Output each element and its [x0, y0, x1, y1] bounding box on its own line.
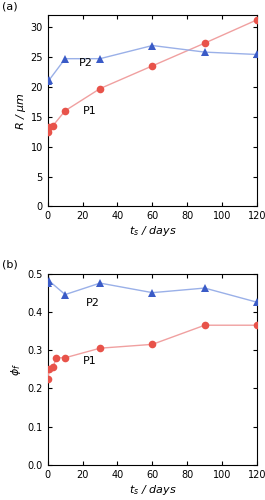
Y-axis label: $R$ / $\mu m$: $R$ / $\mu m$: [14, 92, 28, 130]
Text: (b): (b): [2, 260, 17, 270]
X-axis label: $t_s$ / days: $t_s$ / days: [129, 224, 176, 238]
Text: P2: P2: [86, 298, 100, 308]
Text: P1: P1: [83, 356, 96, 366]
Text: (a): (a): [2, 1, 17, 11]
Text: P2: P2: [79, 58, 93, 68]
Y-axis label: $\phi_f$: $\phi_f$: [9, 362, 23, 376]
X-axis label: $t_s$ / days: $t_s$ / days: [129, 482, 176, 496]
Text: P1: P1: [83, 106, 96, 116]
